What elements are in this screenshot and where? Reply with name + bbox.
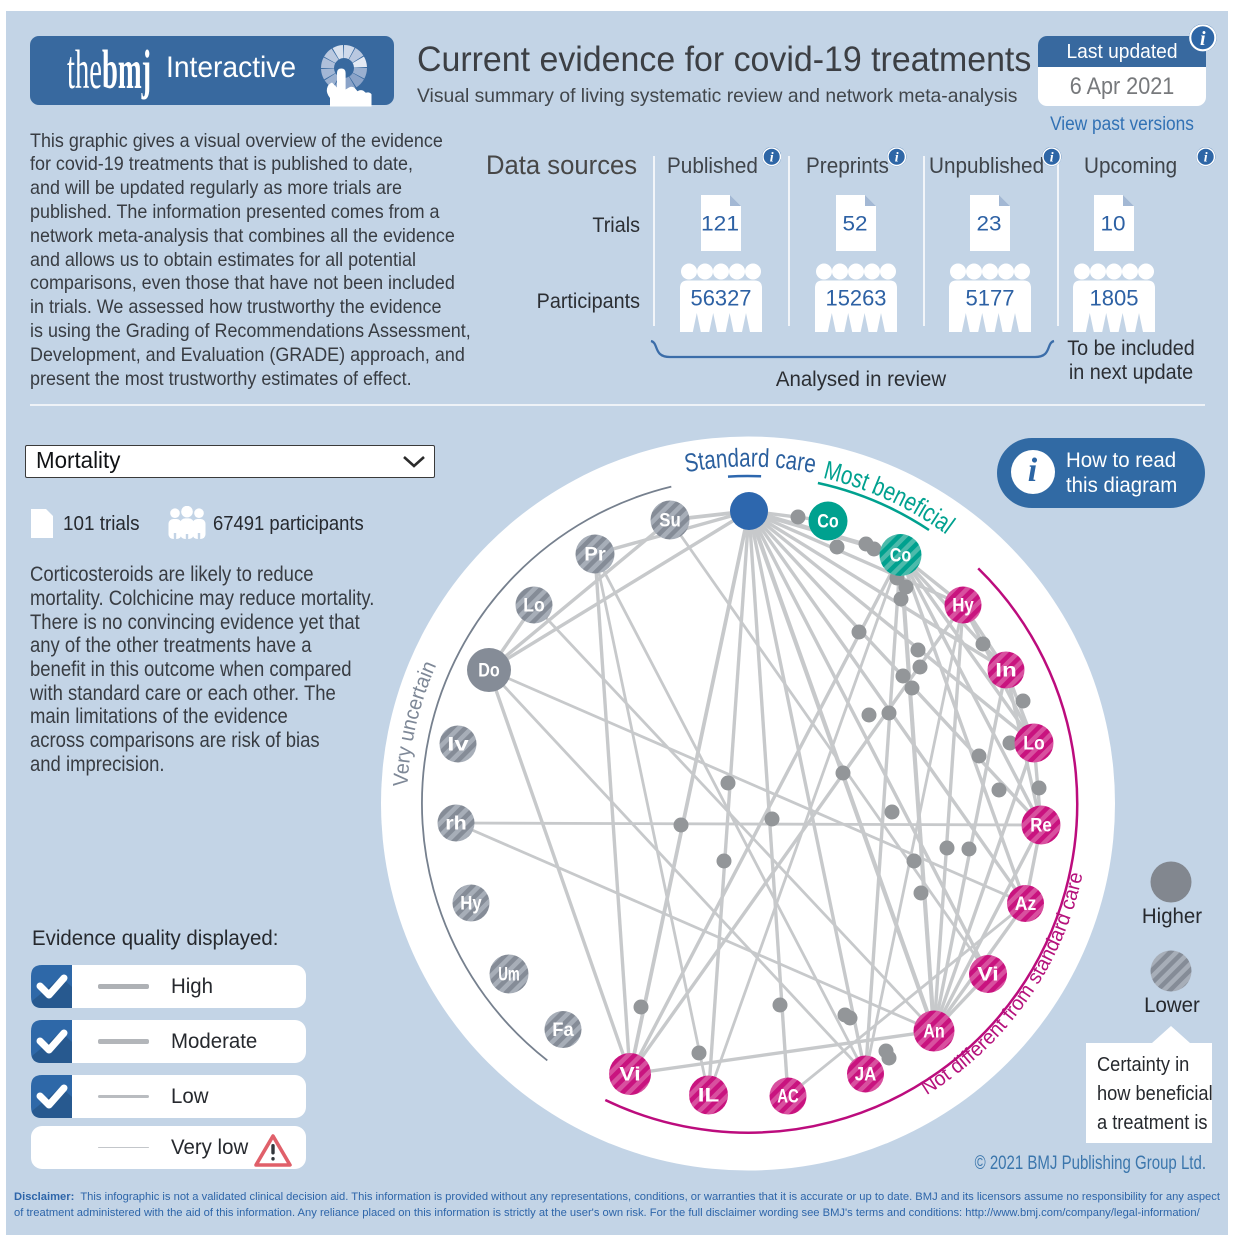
svg-text:AC: AC [777,1087,799,1108]
svg-text:Su: Su [659,511,681,532]
svg-text:i: i [770,151,774,166]
svg-text:IL: IL [698,1086,720,1107]
svg-text:10: 10 [1101,213,1126,236]
svg-text:Lo: Lo [523,596,545,617]
svg-text:Lo: Lo [1023,734,1045,755]
svg-text:Co: Co [890,546,912,567]
svg-text:i: i [1050,151,1054,166]
svg-text:i: i [895,151,899,166]
svg-text:JA: JA [855,1065,877,1086]
svg-text:23: 23 [977,213,1002,236]
svg-text:56327: 56327 [690,286,751,311]
svg-text:15263: 15263 [825,286,886,311]
svg-text:Fa: Fa [552,1020,574,1041]
svg-text:Co: Co [817,512,839,533]
svg-text:Az: Az [1015,894,1037,915]
svg-text:5177: 5177 [966,286,1015,311]
svg-text:An: An [923,1022,945,1043]
svg-text:52: 52 [842,213,867,236]
svg-text:i: i [1204,151,1208,166]
svg-text:Do: Do [478,661,500,682]
svg-text:Vi: Vi [619,1065,641,1086]
svg-text:rh: rh [445,814,467,835]
svg-text:Vi: Vi [977,965,999,986]
svg-text:Re: Re [1030,816,1052,837]
svg-text:Um: Um [498,965,520,986]
svg-text:Hy: Hy [952,596,974,617]
svg-text:i: i [1200,28,1206,50]
svg-text:Hy: Hy [460,894,482,915]
svg-text:In: In [995,661,1017,682]
svg-text:Pr: Pr [584,545,606,566]
svg-text:1805: 1805 [1090,286,1139,311]
svg-text:Iv: Iv [447,735,469,756]
svg-text:121: 121 [701,213,739,236]
